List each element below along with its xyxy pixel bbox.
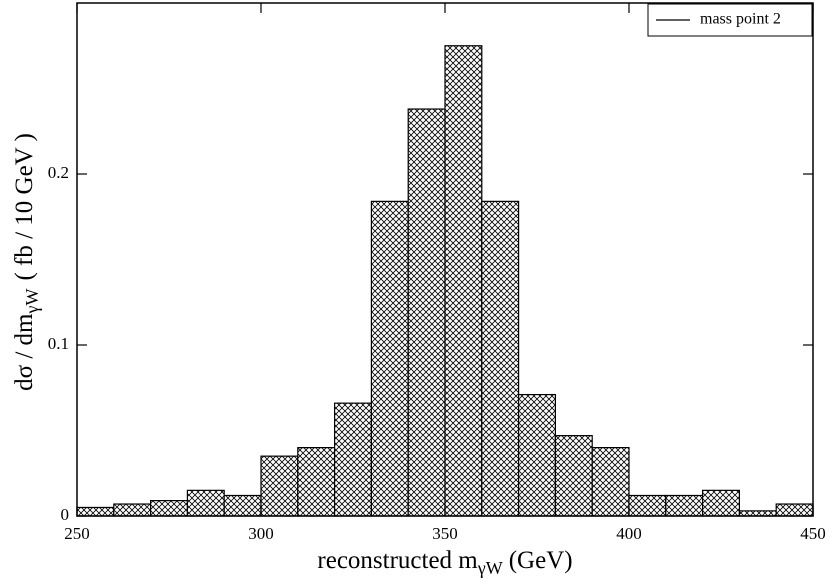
bar xyxy=(481,200,520,517)
bar xyxy=(628,494,667,517)
x-axis-label: reconstructed mγW (GeV) xyxy=(317,547,572,578)
x-tick-label: 250 xyxy=(64,524,90,543)
bar xyxy=(260,455,299,517)
bar xyxy=(223,494,262,517)
bar xyxy=(444,45,483,517)
bar xyxy=(738,510,777,517)
bar xyxy=(665,494,704,517)
y-tick-label: 0 xyxy=(61,505,70,524)
x-tick-label: 450 xyxy=(800,524,826,543)
bar xyxy=(370,200,409,517)
bar xyxy=(517,393,556,517)
x-tick-label: 350 xyxy=(432,524,458,543)
legend-label: mass point 2 xyxy=(700,11,781,28)
bar xyxy=(186,489,225,517)
bar xyxy=(334,402,373,517)
x-tick-label: 400 xyxy=(616,524,642,543)
y-tick-label: 0.1 xyxy=(48,334,69,353)
x-tick-label: 300 xyxy=(248,524,274,543)
bar xyxy=(76,506,115,517)
bar xyxy=(113,503,152,517)
bar xyxy=(407,108,446,517)
bar xyxy=(701,489,740,517)
bar xyxy=(775,503,814,517)
bar xyxy=(554,435,593,517)
bar xyxy=(150,500,189,517)
y-axis-label: dσ / dmγW( fb / 10 GeV ) xyxy=(11,133,42,391)
bar xyxy=(591,447,630,517)
y-tick-label: 0.2 xyxy=(48,163,69,182)
bar xyxy=(297,447,336,517)
